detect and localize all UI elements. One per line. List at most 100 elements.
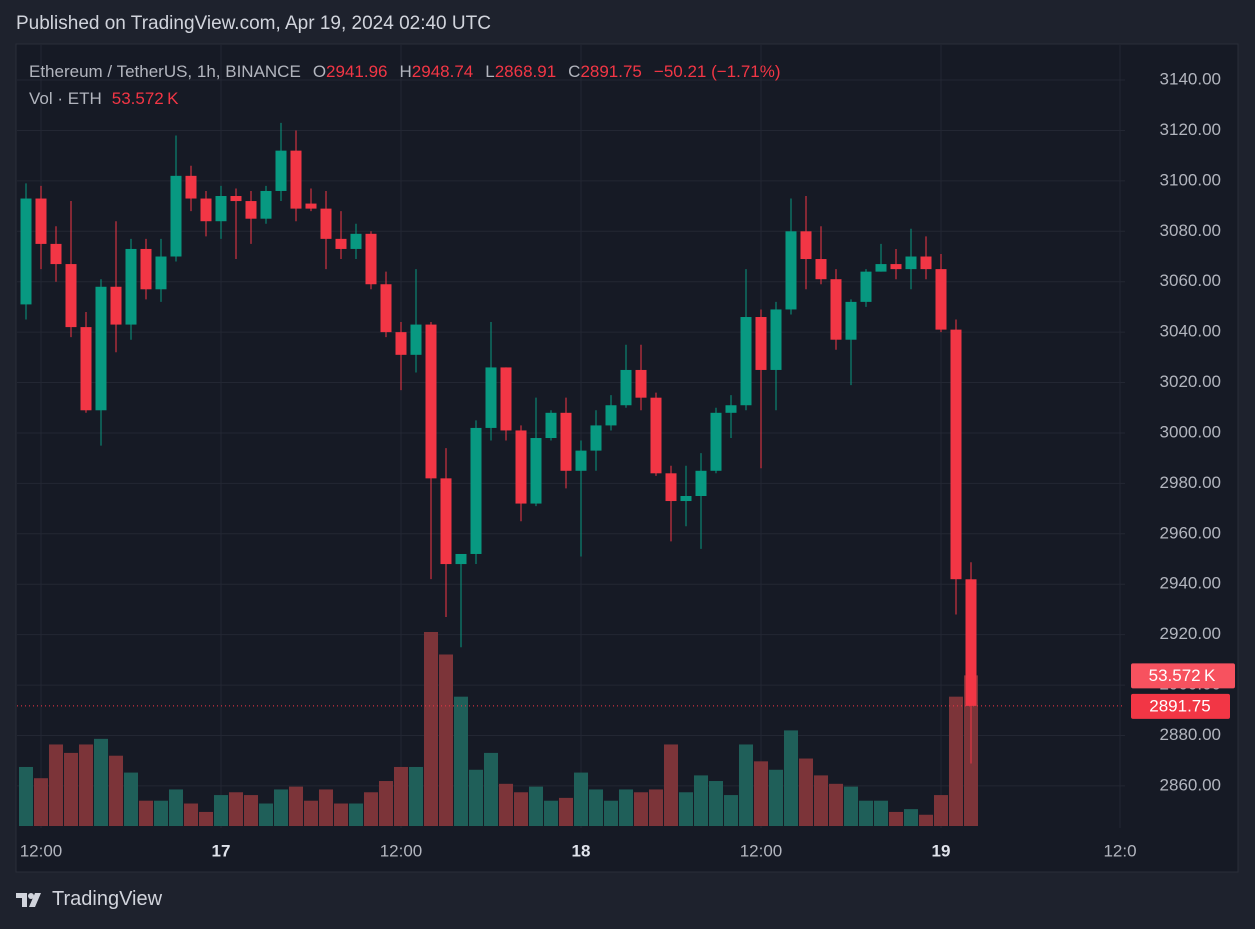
volume-bar (694, 775, 708, 826)
candle-body (215, 196, 227, 222)
candle-body (95, 286, 107, 411)
volume-value: 53.572 K (111, 88, 179, 108)
x-tick-label: 18 (572, 841, 591, 860)
low-value: 2868.91 (494, 61, 557, 81)
volume-bar (49, 744, 63, 826)
candle-body (290, 150, 302, 209)
y-tick-label: 3120.00 (1160, 120, 1221, 139)
chart-panel (15, 43, 1239, 873)
candle-body (950, 329, 962, 580)
y-tick-label: 3140.00 (1160, 70, 1221, 89)
candle-body (515, 430, 527, 504)
volume-bar (124, 772, 138, 826)
volume-bar (184, 803, 198, 826)
candle-body (455, 553, 467, 565)
high-key: H (399, 61, 412, 81)
close-value: 2891.75 (580, 61, 642, 81)
x-tick-label: 19 (932, 841, 951, 860)
candle-body (485, 367, 497, 428)
candle-body (245, 201, 257, 219)
volume-bar (484, 752, 498, 826)
candle-body (125, 248, 137, 325)
y-tick-label: 2940.00 (1160, 574, 1221, 593)
volume-title: Vol · ETH (29, 88, 102, 108)
candle-body (725, 405, 737, 413)
volume-bar (799, 758, 813, 826)
candle-body (800, 231, 812, 260)
volume-bar (409, 766, 423, 826)
volume-bar (904, 809, 918, 826)
candle-body (770, 309, 782, 370)
volume-bar (559, 797, 573, 826)
y-tick-label: 2920.00 (1160, 624, 1221, 643)
candle-body (785, 231, 797, 310)
volume-bar (829, 783, 843, 826)
candle-body (365, 233, 377, 285)
volume-bar (619, 789, 633, 826)
candle-body (50, 243, 62, 265)
volume-bar (874, 800, 888, 826)
candle-body (170, 175, 182, 257)
candle-body (695, 470, 707, 496)
volume-bar (544, 800, 558, 826)
volume-bar (514, 792, 528, 826)
candle-body (80, 327, 92, 411)
candle-body (230, 196, 242, 202)
brand: TradingView (52, 888, 163, 910)
candle-body (20, 198, 32, 305)
volume-bar (364, 792, 378, 826)
y-tick-label: 3060.00 (1160, 271, 1221, 290)
candle-body (470, 427, 482, 554)
volume-bar (634, 792, 648, 826)
candle-body (560, 412, 572, 471)
volume-row: Vol · ETH 53.572 K (29, 85, 781, 112)
ohlc-row: Ethereum / TetherUS, 1h, BINANCE O 2941.9… (29, 58, 781, 85)
candle-body (890, 264, 902, 270)
volume-bar (469, 769, 483, 826)
candle-body (935, 269, 947, 330)
y-tick-label: 3040.00 (1160, 322, 1221, 341)
volume-bar (769, 769, 783, 826)
candle-body (965, 579, 977, 706)
y-tick-label: 2980.00 (1160, 473, 1221, 492)
candle-body (545, 412, 557, 439)
volume-axis-label: 53.572 K (1149, 666, 1216, 685)
volume-bar (754, 761, 768, 826)
volume-bar (154, 800, 168, 826)
volume-bar (334, 803, 348, 826)
candle-body (860, 271, 872, 302)
logo (16, 892, 41, 907)
volume-bar (814, 775, 828, 826)
candle-body (35, 198, 47, 244)
candle-body (305, 203, 317, 209)
volume-bar (199, 811, 213, 826)
published-note: Published on TradingView.com, Apr 19, 20… (16, 13, 491, 34)
volume-bar (349, 803, 363, 826)
volume-bar (439, 654, 453, 826)
x-tick-label: 12:0 (1103, 841, 1136, 860)
y-tick-label: 3020.00 (1160, 372, 1221, 391)
volume-bar (274, 789, 288, 826)
candle-body (575, 450, 587, 471)
volume-bar (169, 789, 183, 826)
volume-bar (844, 786, 858, 826)
y-tick-label: 2880.00 (1160, 725, 1221, 744)
volume-bar (64, 752, 78, 826)
x-tick-label: 12:00 (380, 841, 423, 860)
candle-body (335, 238, 347, 249)
candle-body (395, 332, 407, 355)
candle-body (665, 473, 677, 502)
candle-body (320, 208, 332, 239)
candle-body (650, 397, 662, 474)
candle-body (110, 286, 122, 325)
low-key: L (485, 61, 495, 81)
volume-bar (889, 811, 903, 826)
candle-body (410, 324, 422, 355)
close-key: C (568, 61, 581, 81)
candle-body (740, 317, 752, 406)
open-key: O (312, 61, 327, 81)
footer: TradingView (16, 888, 162, 911)
candle-body (920, 256, 932, 270)
symbol: Ethereum / TetherUS, 1h, BINANCE (29, 61, 301, 81)
volume-bar (709, 781, 723, 826)
